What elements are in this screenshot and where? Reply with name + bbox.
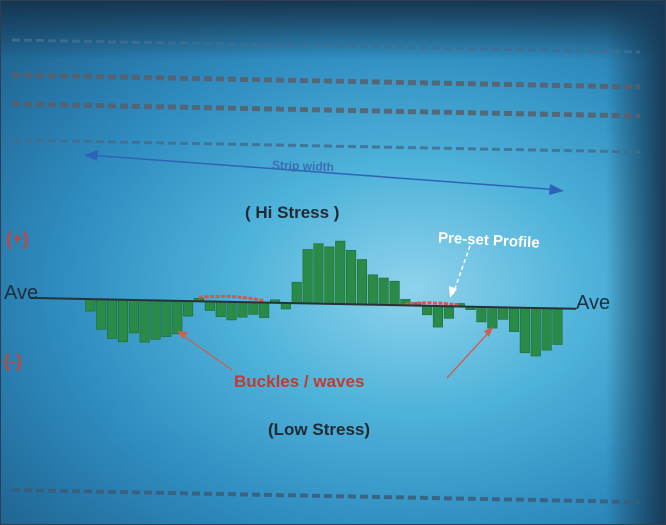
bar-15 — [248, 302, 259, 315]
bar-19 — [291, 281, 302, 304]
ave-label-left: Ave — [4, 282, 39, 304]
bar-21 — [313, 243, 324, 304]
stripe-3 — [11, 138, 641, 154]
preset-pointer — [452, 245, 471, 295]
bar-14 — [237, 301, 248, 318]
low-stress-label: (Low Stress) — [268, 420, 371, 439]
bar-43 — [552, 308, 563, 345]
bar-33 — [443, 305, 454, 319]
stripe-0 — [11, 38, 641, 54]
bar-40 — [519, 307, 530, 354]
bar-28 — [389, 280, 400, 306]
positive-label: (+) — [6, 229, 29, 249]
strip-arrow-shaft — [87, 154, 561, 191]
bar-41 — [530, 307, 541, 357]
bar-1 — [96, 298, 107, 330]
stripe-2 — [11, 101, 641, 119]
buckles-pointer-right — [446, 330, 491, 379]
background-stripes — [11, 38, 641, 504]
bar-25 — [356, 259, 368, 305]
bar-11 — [204, 301, 215, 311]
bar-22 — [324, 246, 335, 305]
bar-2 — [107, 299, 118, 339]
bar-3 — [117, 299, 128, 343]
bar-9 — [183, 300, 194, 317]
bar-26 — [367, 274, 378, 306]
profile-segment-1 — [405, 301, 460, 307]
bar-12 — [215, 301, 226, 318]
bar-37 — [487, 306, 498, 329]
bar-7 — [161, 300, 172, 337]
bar-0 — [85, 298, 96, 312]
bar-23 — [335, 240, 346, 305]
bar-24 — [345, 250, 357, 305]
bar-13 — [226, 301, 237, 321]
bar-42 — [541, 307, 552, 351]
bar-32 — [432, 305, 444, 328]
strip-arrow-head-left — [84, 150, 98, 161]
strip-width-arrow — [84, 150, 564, 195]
bar-16 — [259, 302, 270, 318]
negative-label: (-) — [4, 351, 22, 371]
strip-width-label: Strip width — [271, 157, 335, 175]
bar-27 — [378, 277, 389, 306]
strip-arrow-head-right — [549, 184, 564, 195]
buckles-pointer-left-head — [177, 331, 188, 339]
hi-stress-label: ( Hi Stress ) — [245, 203, 340, 222]
annotation-pointers — [177, 245, 493, 379]
profile-segment-0 — [199, 294, 265, 303]
bar-5 — [139, 299, 150, 343]
bar-6 — [150, 300, 161, 340]
buckles-waves-label: Buckles / waves — [234, 372, 365, 391]
stripe-1 — [11, 72, 641, 90]
bar-4 — [128, 299, 139, 334]
bar-31 — [422, 305, 433, 316]
bar-8 — [172, 300, 183, 335]
bar-38 — [498, 307, 509, 320]
bar-39 — [508, 307, 520, 332]
stripe-4 — [11, 488, 641, 504]
ave-label-right: Ave — [576, 292, 611, 314]
preset-profile-line — [199, 294, 460, 307]
average-baseline — [29, 296, 577, 310]
preset-pointer-head — [449, 286, 457, 298]
bar-20 — [302, 249, 313, 304]
bar-36 — [476, 306, 487, 323]
bar-series — [85, 240, 563, 357]
buckles-pointer-right-head — [484, 327, 493, 337]
buckles-pointer-left — [180, 333, 233, 371]
